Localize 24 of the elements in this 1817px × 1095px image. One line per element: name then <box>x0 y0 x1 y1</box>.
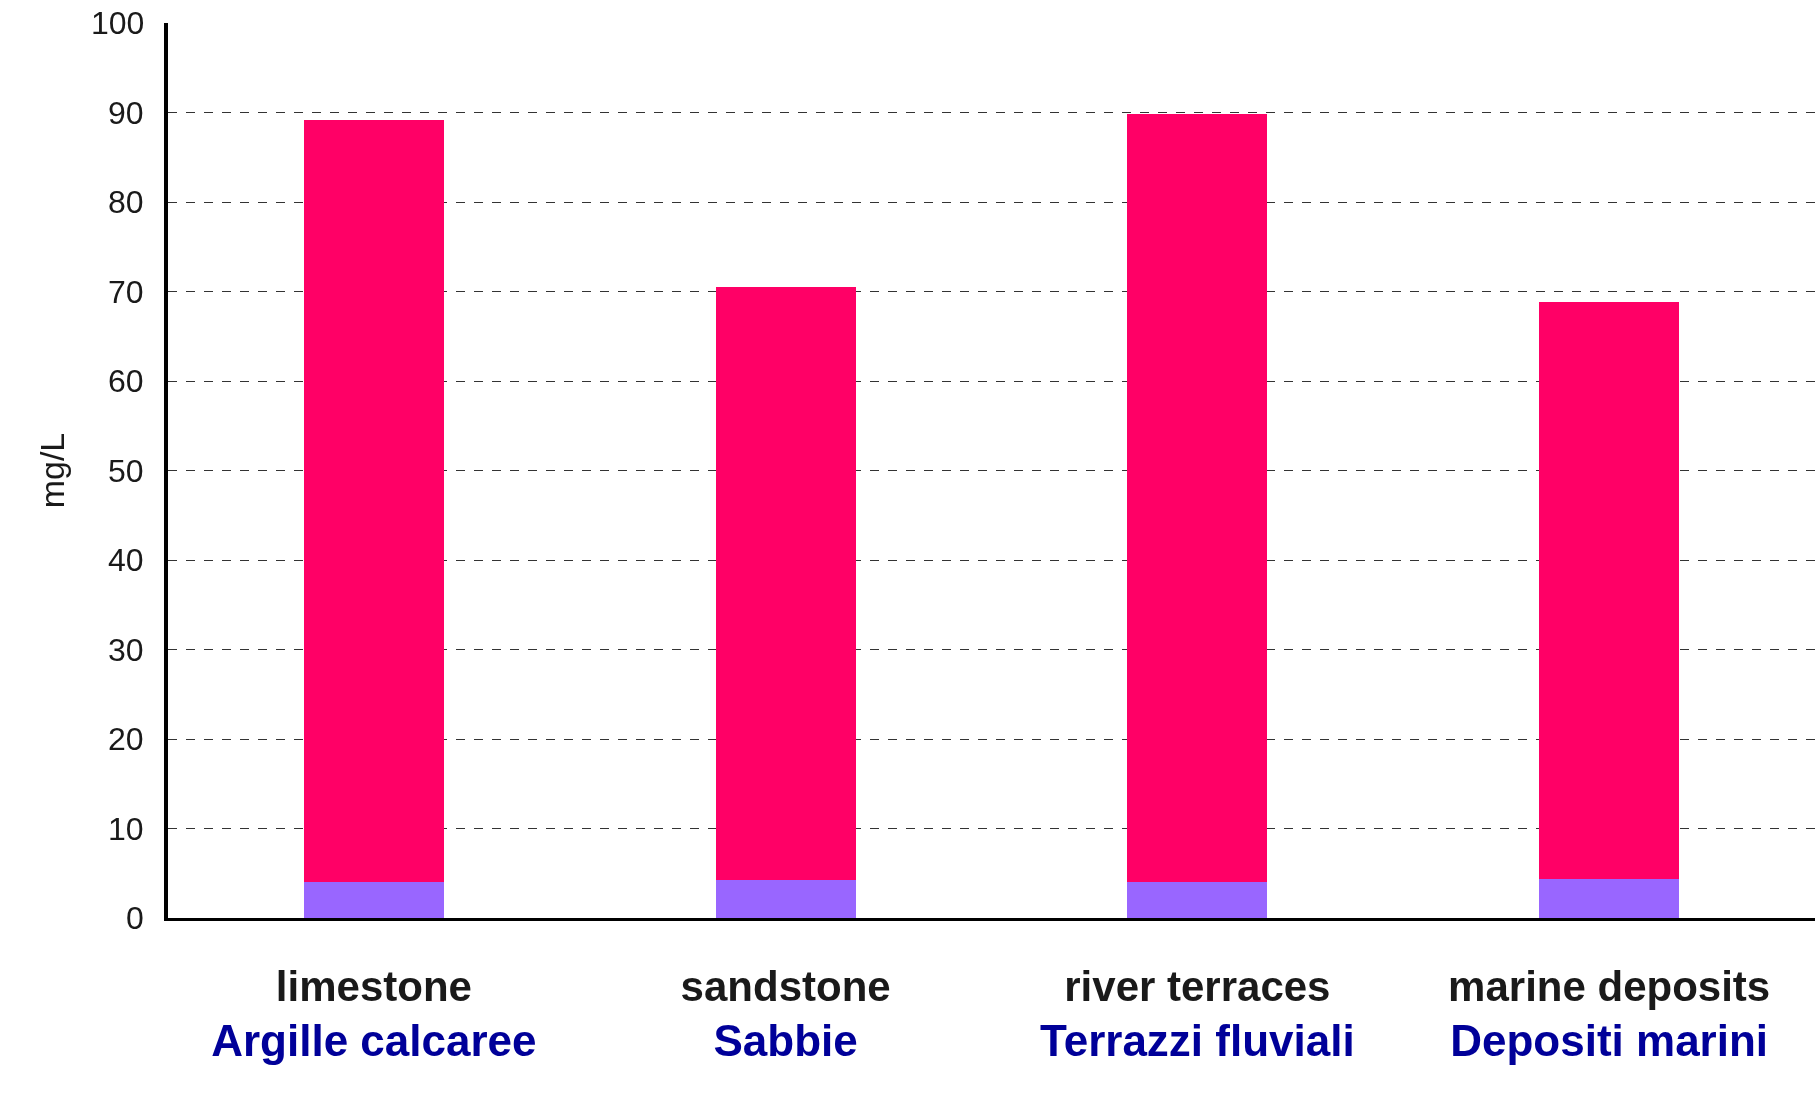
bar <box>303 882 444 918</box>
y-tick-label: 20 <box>108 721 144 757</box>
bar <box>715 287 856 881</box>
y-axis-title: mg/L <box>33 432 72 509</box>
y-tick-label: 80 <box>108 184 144 220</box>
y-tick-label: 90 <box>108 95 144 131</box>
y-tick-label: 100 <box>91 5 145 41</box>
y-tick-label: 40 <box>108 542 144 578</box>
x-tick-label: limestone Argille calcaree <box>211 963 537 1065</box>
y-tick-label: 30 <box>108 632 144 668</box>
x-tick-label: marine deposits Depositi marini <box>1448 963 1771 1065</box>
y-tick-label: 60 <box>108 363 144 399</box>
y-tick-label: 0 <box>126 900 144 936</box>
bar <box>1127 882 1268 918</box>
x-tick-label: river terraces Terrazzi fluviali <box>1040 963 1355 1065</box>
y-tick-label: 10 <box>108 811 144 847</box>
bar <box>1127 114 1268 883</box>
y-tick-label: 50 <box>108 453 144 489</box>
bar <box>303 119 444 883</box>
x-tick-label: sandstone Sabbie <box>680 963 891 1065</box>
y-tick-label: 70 <box>108 274 144 310</box>
bar <box>715 880 856 918</box>
bar <box>1539 302 1680 879</box>
bar <box>1539 878 1680 918</box>
